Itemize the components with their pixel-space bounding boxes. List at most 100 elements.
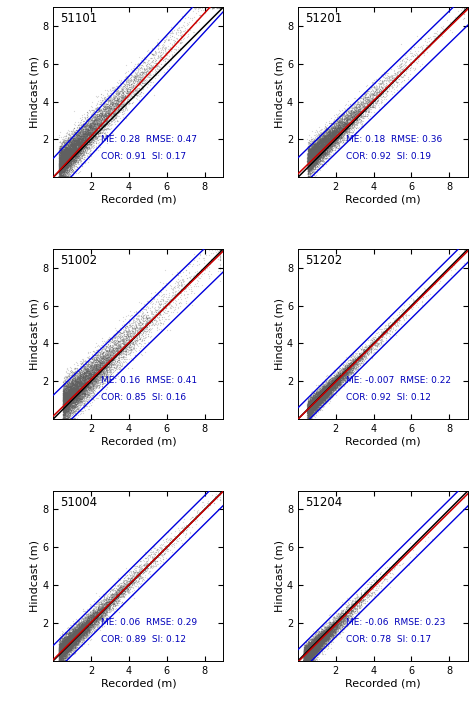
Point <box>73 628 80 640</box>
Point <box>302 647 310 659</box>
Point <box>316 399 323 410</box>
Point <box>314 149 322 160</box>
Point <box>328 382 336 393</box>
Point <box>327 379 335 390</box>
Point <box>324 134 331 146</box>
Point <box>317 631 324 643</box>
Point <box>310 399 317 410</box>
Point <box>319 396 326 408</box>
Point <box>74 624 82 636</box>
Point <box>65 400 73 411</box>
Point <box>72 378 79 389</box>
Point <box>319 137 327 148</box>
Point <box>313 392 320 403</box>
Point <box>73 385 81 396</box>
Point <box>310 639 318 650</box>
Point <box>63 402 70 413</box>
Point <box>327 382 334 394</box>
Point <box>154 559 162 570</box>
Point <box>63 410 71 421</box>
Point <box>318 637 326 648</box>
Point <box>112 590 119 601</box>
Point <box>82 378 90 389</box>
Point <box>319 385 326 396</box>
Point <box>307 400 314 411</box>
Point <box>328 624 336 635</box>
Point <box>311 636 319 647</box>
Point <box>338 129 346 140</box>
Point <box>120 354 128 365</box>
Point <box>92 614 100 626</box>
Point <box>328 386 336 397</box>
Point <box>64 389 72 400</box>
Point <box>61 150 69 161</box>
Point <box>317 150 324 161</box>
Point <box>310 151 318 162</box>
Point <box>57 643 65 654</box>
Point <box>307 643 315 654</box>
Point <box>67 645 74 656</box>
Point <box>302 654 310 665</box>
Point <box>63 381 71 392</box>
Point <box>66 402 73 413</box>
Point <box>58 155 65 166</box>
Point <box>89 130 96 141</box>
Point <box>310 152 318 163</box>
Point <box>304 413 311 424</box>
Point <box>319 144 327 155</box>
Point <box>72 155 80 166</box>
Point <box>150 58 158 69</box>
Point <box>81 145 88 156</box>
Point <box>110 97 118 108</box>
Point <box>56 159 64 170</box>
Point <box>323 381 331 392</box>
Point <box>303 642 311 653</box>
Point <box>306 647 313 659</box>
Point <box>311 644 319 655</box>
Point <box>302 654 310 666</box>
Point <box>305 405 312 416</box>
Point <box>60 148 68 160</box>
Point <box>123 86 131 97</box>
Point <box>306 411 314 422</box>
Point <box>307 408 315 420</box>
Point <box>310 644 318 655</box>
Point <box>318 636 325 647</box>
Point <box>331 373 339 384</box>
Point <box>66 153 73 165</box>
Point <box>68 635 76 646</box>
Point <box>84 610 91 621</box>
Point <box>311 143 319 155</box>
Point <box>383 89 390 100</box>
Point <box>60 638 68 649</box>
Point <box>307 406 315 417</box>
Point <box>305 161 313 172</box>
Point <box>308 150 316 162</box>
Point <box>317 395 325 406</box>
Point <box>76 148 84 160</box>
Point <box>89 610 96 621</box>
Point <box>97 609 104 620</box>
Point <box>305 406 312 418</box>
Point <box>315 147 323 158</box>
Point <box>348 364 356 375</box>
Point <box>74 387 82 398</box>
Point <box>104 342 111 354</box>
Point <box>317 636 324 647</box>
Point <box>75 133 83 144</box>
Point <box>373 574 380 585</box>
Point <box>140 67 148 78</box>
Point <box>125 89 132 100</box>
Point <box>307 150 315 161</box>
Point <box>100 369 108 380</box>
Point <box>130 63 138 74</box>
Point <box>304 408 312 419</box>
Point <box>91 615 98 626</box>
Point <box>62 397 70 408</box>
Point <box>309 156 317 167</box>
Point <box>308 136 316 148</box>
Point <box>126 581 134 593</box>
Point <box>80 378 87 389</box>
Point <box>137 567 145 579</box>
Point <box>327 140 334 151</box>
